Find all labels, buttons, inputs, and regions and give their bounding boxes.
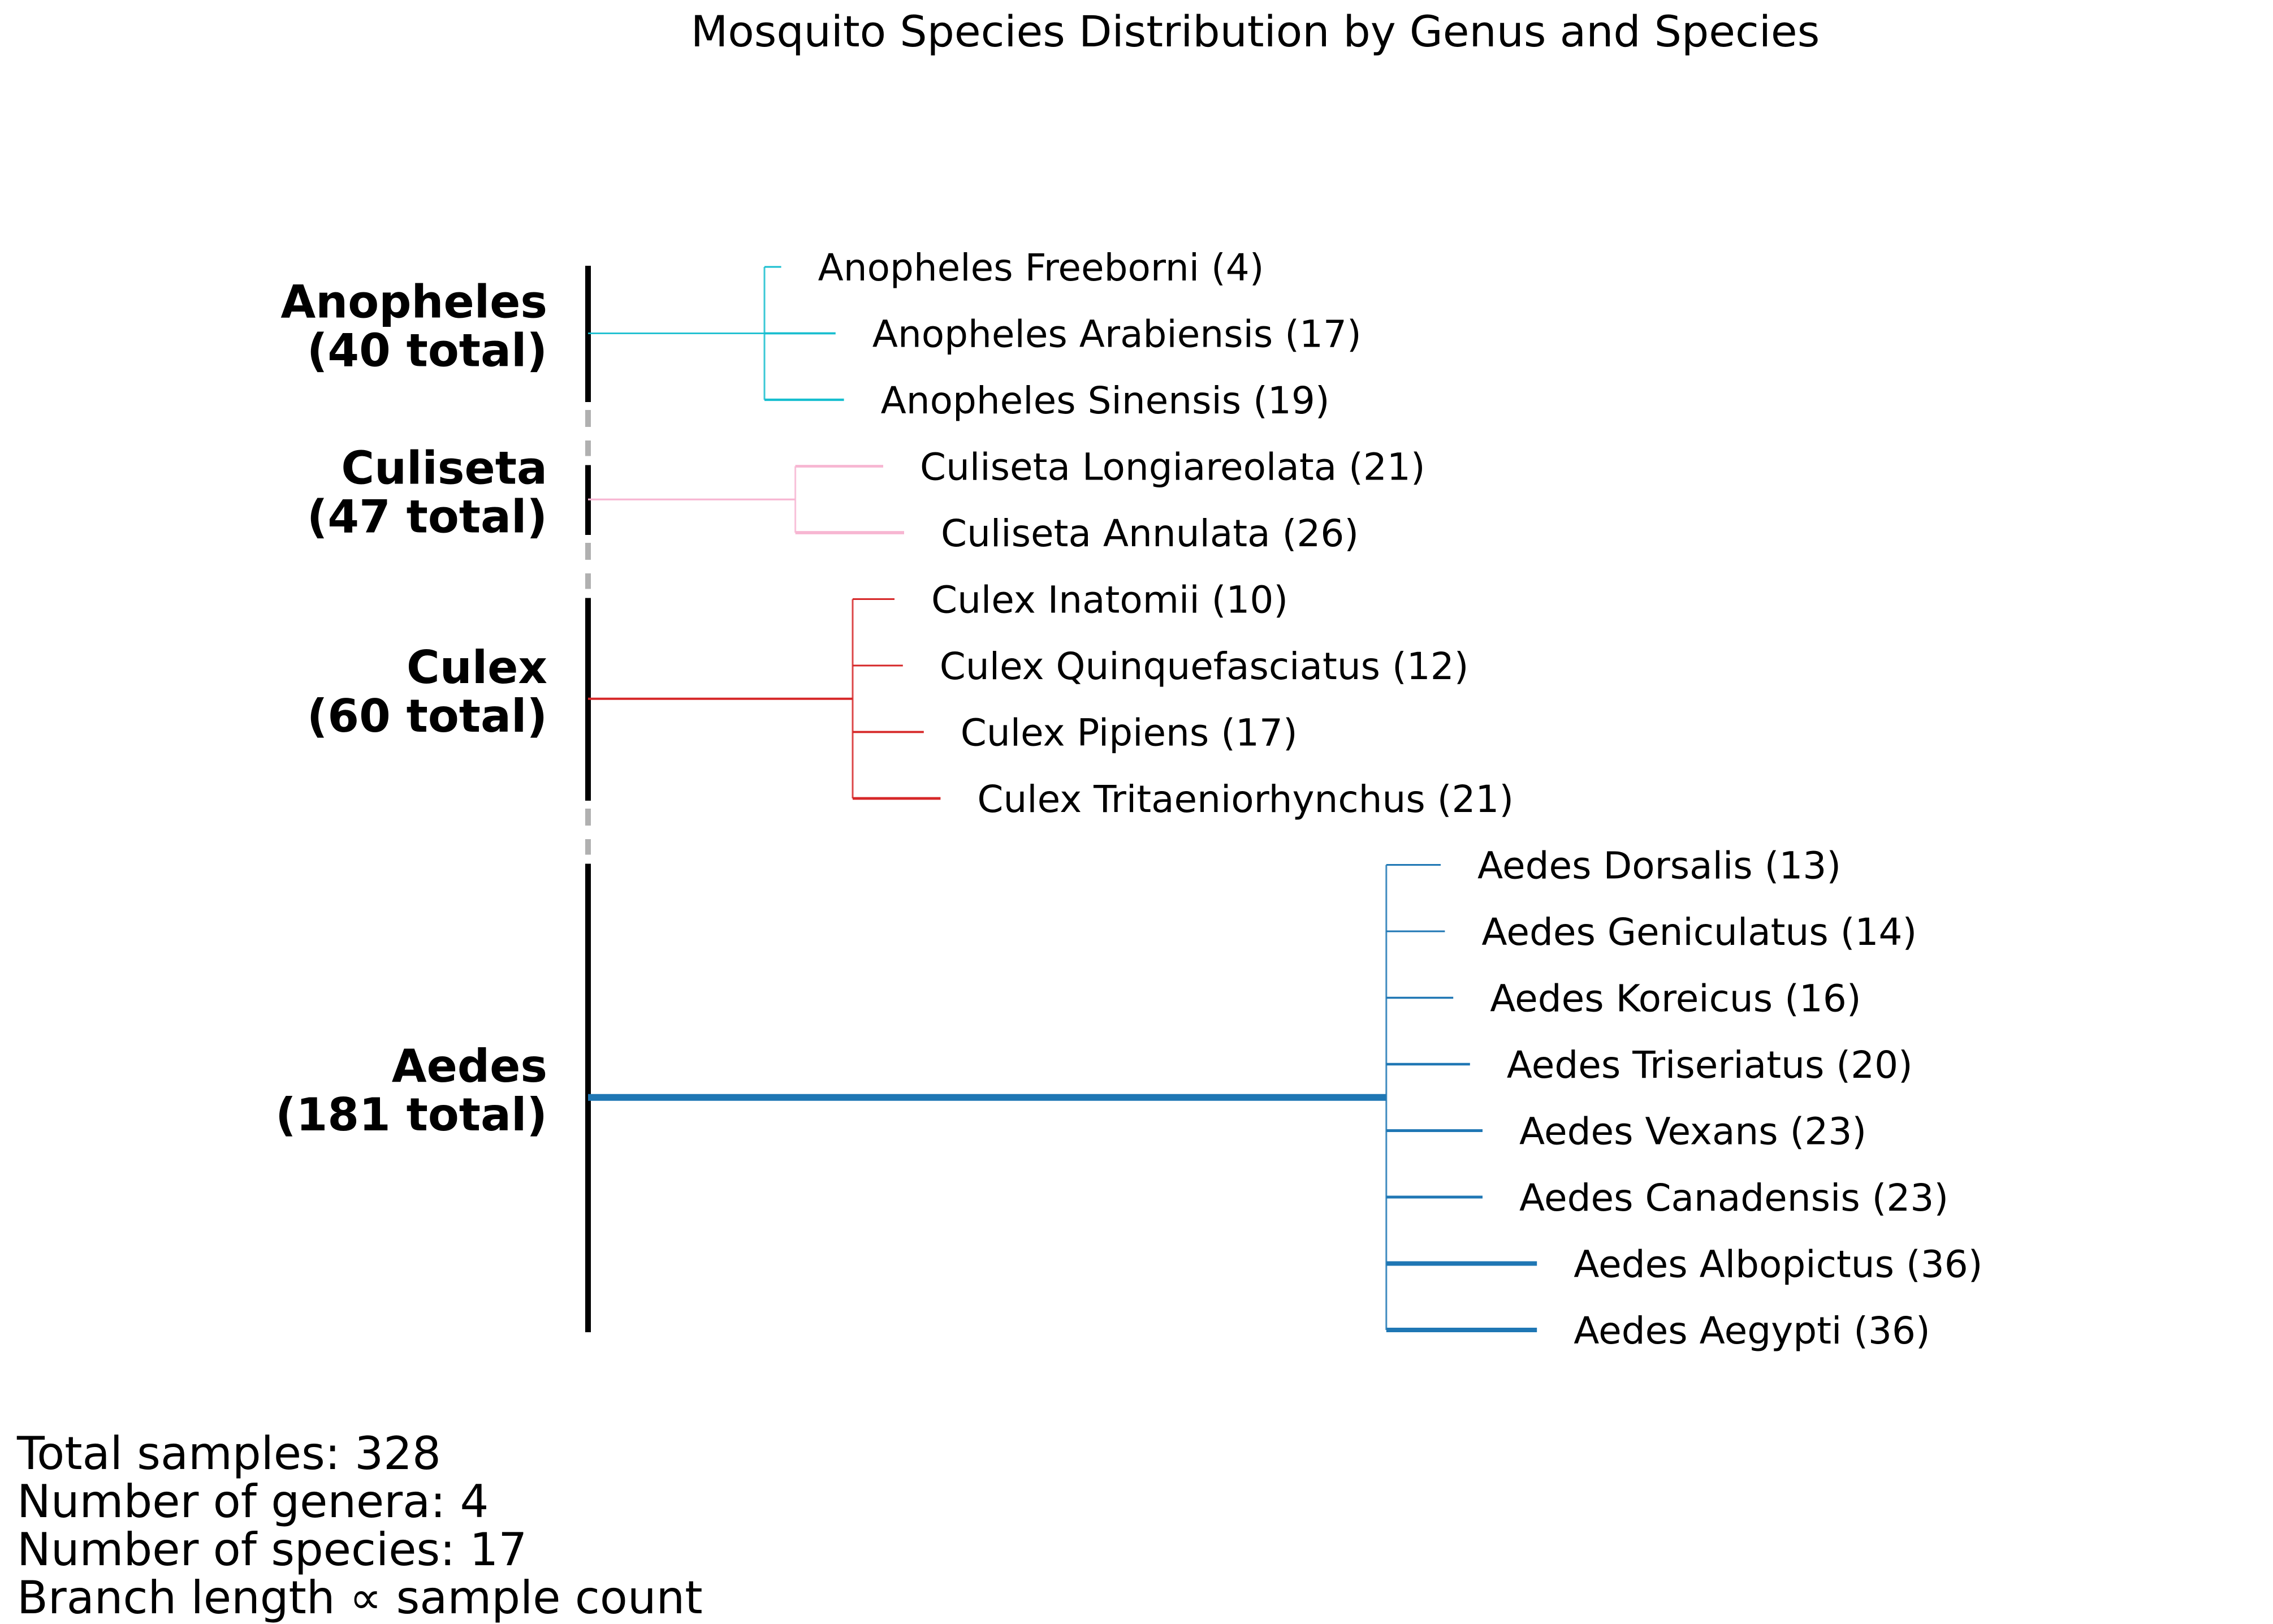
tree-group: Anopheles Freeborni (4) Anopheles Arabien… [275,246,1982,1353]
species-label: Culex Tritaeniorhynchus (21) [977,778,1514,821]
genus-label-aedes: Aedes [392,1040,547,1092]
species-label: Anopheles Arabiensis (17) [872,313,1362,356]
stat-num-species: Number of species: 17 [17,1523,528,1576]
species-label: Aedes Koreicus (16) [1490,977,1861,1021]
species-label: Aedes Aegypti (36) [1574,1309,1930,1353]
species-label: Anopheles Freeborni (4) [818,246,1264,290]
species-label: Culex Pipiens (17) [961,711,1298,755]
species-label: Culiseta Annulata (26) [941,512,1359,555]
genus-total-culex: (60 total) [307,690,547,742]
genus-total-culiseta: (47 total) [307,490,547,543]
species-label: Culex Inatomii (10) [931,578,1288,622]
species-label: Culiseta Longiareolata (21) [920,446,1425,489]
stat-branch-note: Branch length ∝ sample count [17,1571,703,1624]
species-label: Culex Quinquefasciatus (12) [940,645,1469,688]
genus-label-culex: Culex [407,641,547,694]
species-label: Aedes Triseriatus (20) [1507,1043,1913,1087]
stats-block: Total samples: 328 Number of genera: 4 N… [17,1429,703,1622]
species-label: Aedes Albopictus (36) [1574,1243,1982,1286]
chart-title: Mosquito Species Distribution by Genus a… [691,6,1820,57]
genus-label-culiseta: Culiseta [341,442,547,494]
species-label: Aedes Canadensis (23) [1519,1176,1948,1220]
species-label: Aedes Geniculatus (14) [1481,910,1917,954]
stat-num-genera: Number of genera: 4 [17,1475,489,1528]
genus-label-anopheles: Anopheles [280,276,547,329]
genus-total-anopheles: (40 total) [307,325,547,377]
species-label: Anopheles Sinensis (19) [881,379,1330,422]
genus-total-aedes: (181 total) [275,1089,547,1141]
species-label: Aedes Vexans (23) [1519,1110,1866,1154]
species-label: Aedes Dorsalis (13) [1477,844,1841,888]
stat-total-samples: Total samples: 328 [17,1427,441,1480]
